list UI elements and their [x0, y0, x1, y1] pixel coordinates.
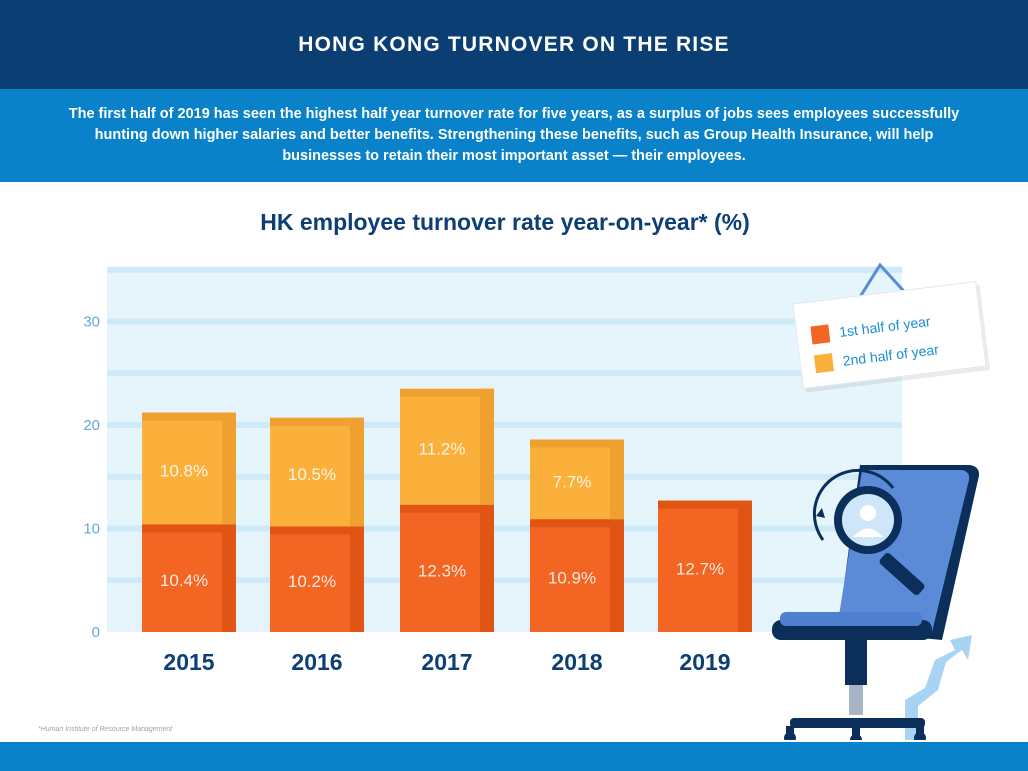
- intro-banner: The first half of 2019 has seen the high…: [0, 89, 1028, 182]
- legend-swatch-first-half: [810, 324, 831, 345]
- bar-first-half-2016: [270, 526, 364, 632]
- bar-value-label: 10.8%: [160, 461, 208, 480]
- bottom-band: [0, 742, 1028, 771]
- gridline: [107, 422, 902, 428]
- legend-item-first-half: 1st half of year: [810, 312, 932, 345]
- y-tick-label: 0: [92, 624, 100, 641]
- bar-first-half-2019: [658, 500, 752, 632]
- y-tick-label: 20: [83, 417, 100, 434]
- page-title: HONG KONG TURNOVER ON THE RISE: [298, 32, 730, 56]
- gridline: [107, 370, 902, 377]
- bar-first-half-2015: [142, 524, 236, 632]
- x-category-label: 2018: [551, 649, 602, 675]
- x-category-label: 2016: [291, 649, 342, 675]
- y-tick-label: 30: [83, 314, 100, 331]
- bar-second-half-2016: [270, 417, 364, 527]
- bar-value-label: 10.5%: [288, 465, 336, 484]
- bar-second-half-2017: [400, 388, 494, 505]
- x-category-label: 2015: [163, 649, 214, 675]
- bar-second-half-2015: [142, 412, 236, 525]
- chart-title: HK employee turnover rate year-on-year* …: [260, 209, 750, 235]
- bar-second-half-2018: [530, 439, 624, 520]
- bar-first-half-2018: [530, 519, 624, 632]
- legend-item-second-half: 2nd half of year: [813, 340, 940, 374]
- gridline: [107, 577, 902, 584]
- bar-value-label: 12.3%: [418, 561, 466, 580]
- gridline: [107, 266, 902, 273]
- y-tick-label: 10: [83, 521, 100, 538]
- x-category-label: 2017: [421, 649, 472, 675]
- legend-swatch-second-half: [813, 353, 834, 374]
- office-chair-with-magnifier-icon: [772, 262, 979, 740]
- gridline: [107, 318, 902, 325]
- turnover-bar-chart: 0 10 20 30 10.4% 10.8% 2015 10.2% 10.5% 2016 12.3%…: [83, 262, 979, 740]
- gridline: [107, 473, 902, 480]
- bar-value-label: 7.7%: [553, 472, 592, 491]
- legend-label-second-half: 2nd half of year: [841, 341, 940, 369]
- bar-first-half-2017: [400, 504, 494, 632]
- bar-value-label: 10.2%: [288, 572, 336, 591]
- bar-value-label: 12.7%: [676, 559, 724, 578]
- gridline: [107, 525, 902, 532]
- bar-value-label: 10.4%: [160, 571, 208, 590]
- footnote: *Human Institute of Resource Management: [38, 726, 173, 733]
- bar-value-label: 10.9%: [548, 569, 596, 588]
- plot-background: [107, 269, 902, 632]
- legend-label-first-half: 1st half of year: [838, 312, 932, 341]
- intro-text: The first half of 2019 has seen the high…: [68, 106, 960, 164]
- bar-value-label: 11.2%: [419, 440, 466, 459]
- header-banner: HONG KONG TURNOVER ON THE RISE: [0, 0, 1028, 89]
- x-category-label: 2019: [679, 649, 730, 675]
